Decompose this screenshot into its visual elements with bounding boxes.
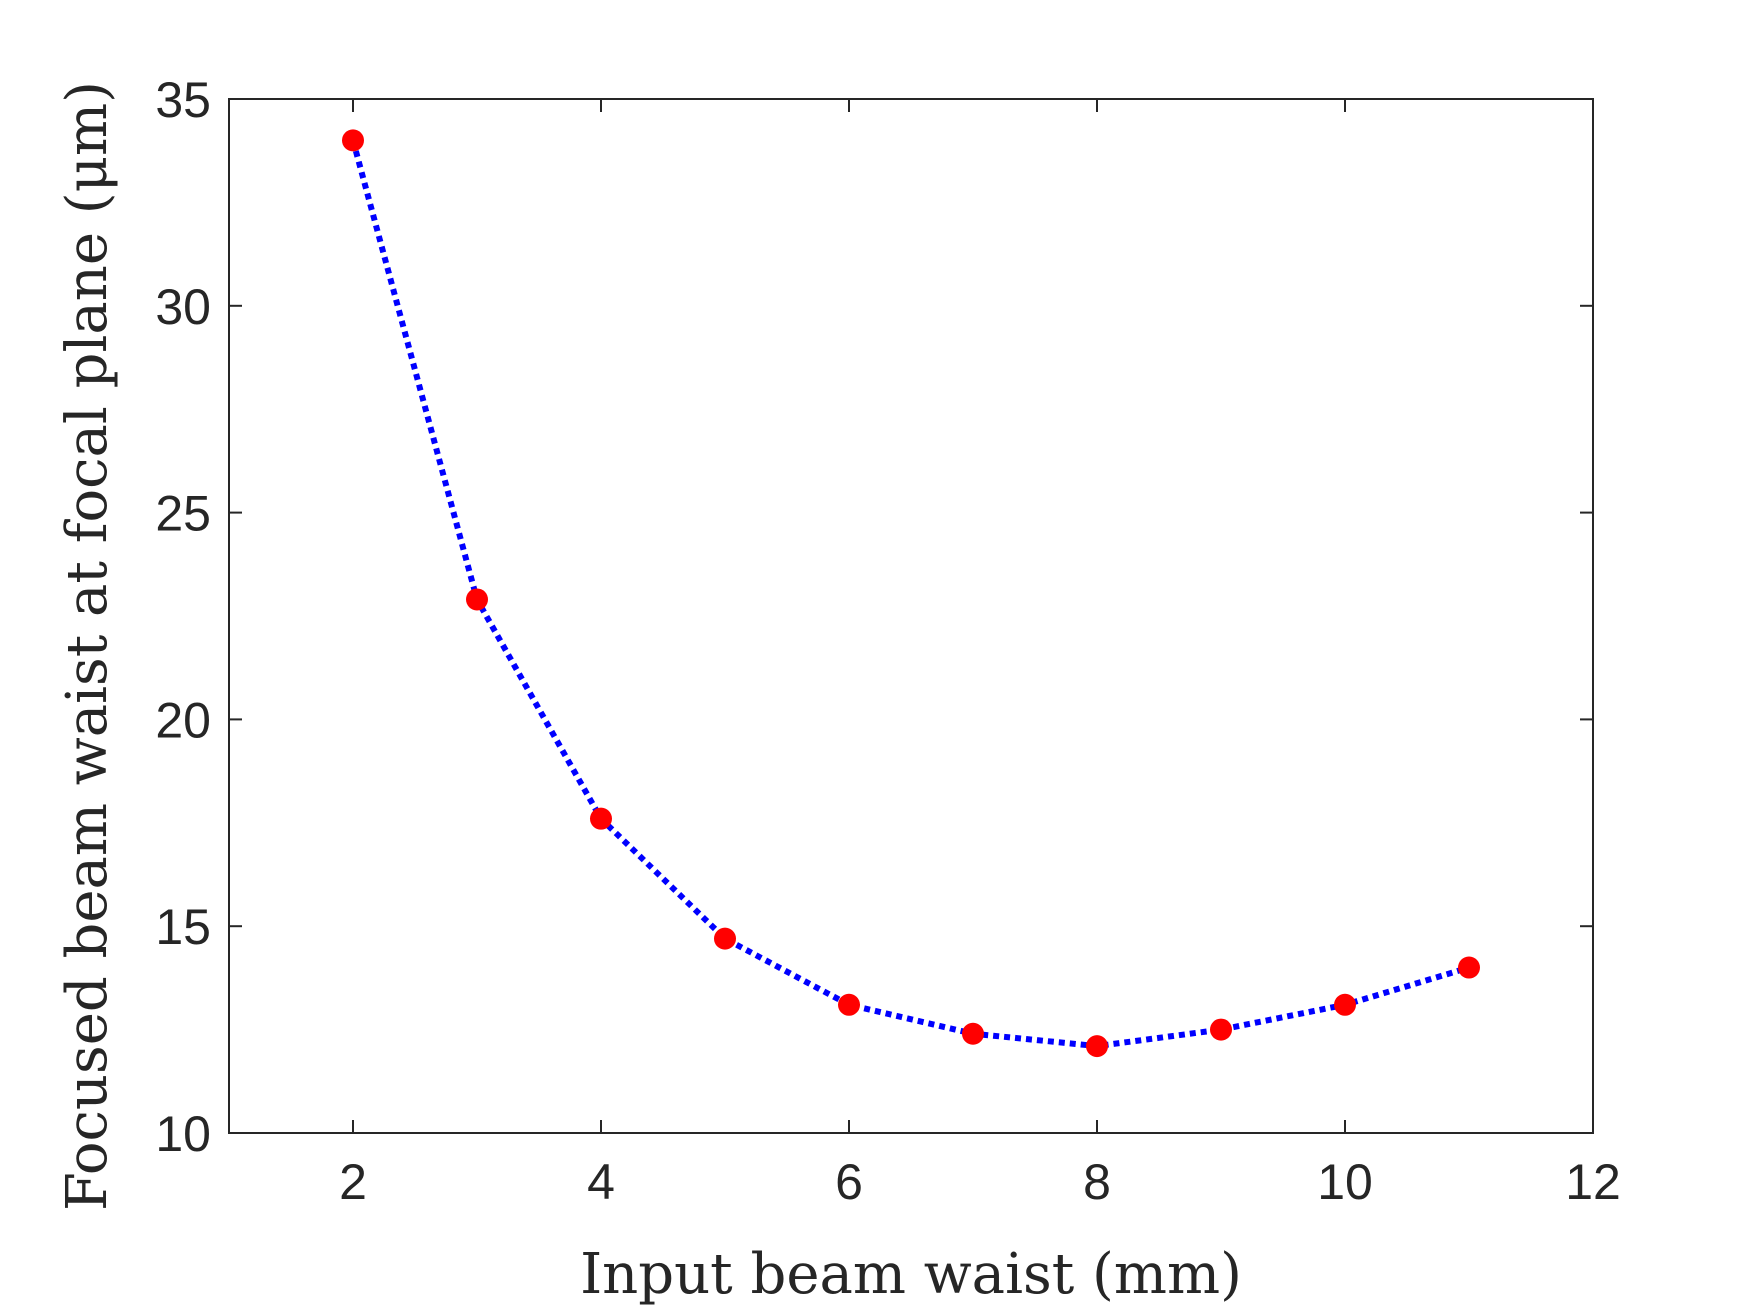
x-tick-label: 6: [835, 1154, 863, 1210]
x-tick-label: 10: [1317, 1154, 1373, 1210]
data-point: [1210, 1018, 1232, 1041]
x-tick-label: 12: [1565, 1154, 1621, 1210]
data-point: [466, 588, 488, 611]
y-tick-label: 25: [155, 486, 211, 542]
x-tick-label: 2: [339, 1154, 367, 1210]
x-axis-label: Input beam waist (mm): [580, 1242, 1242, 1307]
data-point: [838, 993, 860, 1016]
x-tick-label: 8: [1083, 1154, 1111, 1210]
axis-ticks: [229, 98, 1594, 1134]
data-point: [590, 807, 612, 830]
data-point: [1334, 993, 1356, 1016]
data-point: [1086, 1035, 1108, 1058]
y-tick-label: 35: [155, 72, 211, 128]
data-point: [714, 927, 736, 950]
series-layer: [342, 129, 1480, 1058]
y-tick-label: 30: [155, 279, 211, 335]
data-point: [1458, 956, 1480, 979]
y-tick-label: 15: [155, 899, 211, 955]
plot-area-box: [228, 98, 1594, 1134]
tick-labels: 2 4 6 8 10 12 10 15 20 25 30 35: [155, 72, 1620, 1210]
y-tick-label: 20: [155, 692, 211, 748]
series-line: [350, 139, 1470, 1050]
axes: [228, 98, 1594, 1134]
x-tick-label: 4: [587, 1154, 615, 1210]
y-tick-label: 10: [155, 1106, 211, 1162]
y-axis-label: Focused beam waist at focal plane (μm): [55, 81, 120, 1211]
data-point: [962, 1022, 984, 1045]
data-point: [342, 129, 364, 152]
